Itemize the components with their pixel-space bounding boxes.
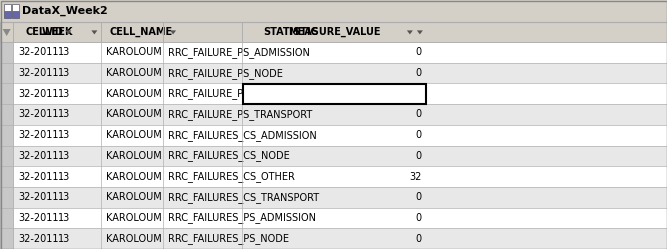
Bar: [0, 83, 667, 104]
Text: RRC_FAILURES_PS_ADMISSION: RRC_FAILURES_PS_ADMISSION: [168, 212, 316, 223]
Bar: [0, 125, 13, 145]
Text: KAROLOUM: KAROLOUM: [106, 110, 162, 120]
Bar: [0, 145, 667, 166]
Text: 13: 13: [58, 110, 71, 120]
Text: KAROLOUM: KAROLOUM: [106, 130, 162, 140]
Text: 32-2011: 32-2011: [18, 151, 59, 161]
Bar: [243, 84, 426, 104]
Bar: [4, 3, 11, 10]
Text: KAROLOUM: KAROLOUM: [106, 172, 162, 182]
Text: 0: 0: [416, 47, 422, 57]
Text: RRC_FAILURES_CS_ADMISSION: RRC_FAILURES_CS_ADMISSION: [168, 130, 317, 141]
Bar: [0, 83, 13, 104]
Bar: [0, 42, 13, 63]
Text: 32-2011: 32-2011: [18, 89, 59, 99]
Text: RRC_FAILURE_PS_NODE: RRC_FAILURE_PS_NODE: [168, 67, 283, 78]
Bar: [0, 104, 667, 125]
Text: RRC_FAILURE_PS_ADMISSION: RRC_FAILURE_PS_ADMISSION: [168, 47, 310, 58]
Text: RRC_FAILURE_PS_OTHER: RRC_FAILURE_PS_OTHER: [168, 88, 288, 99]
Text: 0: 0: [416, 130, 422, 140]
Bar: [0, 22, 667, 42]
Text: 32-2011: 32-2011: [18, 192, 59, 202]
Text: 13: 13: [58, 47, 71, 57]
Bar: [0, 187, 13, 208]
Text: WEEK: WEEK: [41, 27, 73, 37]
Text: 13: 13: [58, 192, 71, 202]
Text: RRC_FAILURES_CS_NODE: RRC_FAILURES_CS_NODE: [168, 150, 290, 161]
Text: KAROLOUM: KAROLOUM: [106, 151, 162, 161]
Polygon shape: [3, 29, 11, 36]
Text: 32-2011: 32-2011: [18, 110, 59, 120]
Text: 0: 0: [416, 234, 422, 244]
Polygon shape: [91, 30, 97, 34]
Bar: [0, 63, 667, 83]
Text: 0: 0: [416, 213, 422, 223]
Bar: [0, 22, 13, 42]
Polygon shape: [407, 30, 413, 34]
Text: 32-2011: 32-2011: [18, 213, 59, 223]
Text: 32-2011: 32-2011: [18, 47, 59, 57]
Polygon shape: [417, 30, 423, 34]
Text: KAROLOUM: KAROLOUM: [106, 68, 162, 78]
Bar: [11, 11, 19, 18]
Text: CELL_NAME: CELL_NAME: [109, 27, 172, 37]
Bar: [0, 125, 667, 145]
Text: 0: 0: [416, 192, 422, 202]
Bar: [0, 228, 667, 249]
Text: -4,66444561314562E-02: -4,66444561314562E-02: [301, 89, 422, 99]
Bar: [0, 104, 13, 125]
Text: 0: 0: [416, 110, 422, 120]
Text: 13: 13: [58, 130, 71, 140]
Text: 32-2011: 32-2011: [18, 234, 59, 244]
Text: 32: 32: [410, 172, 422, 182]
Text: 13: 13: [58, 68, 71, 78]
Text: RRC_FAILURES_CS_OTHER: RRC_FAILURES_CS_OTHER: [168, 171, 295, 182]
Text: DataX_Week2: DataX_Week2: [22, 6, 108, 16]
Text: RRC_FAILURE_PS_TRANSPORT: RRC_FAILURE_PS_TRANSPORT: [168, 109, 313, 120]
Text: KAROLOUM: KAROLOUM: [106, 47, 162, 57]
Text: KAROLOUM: KAROLOUM: [106, 213, 162, 223]
Bar: [11, 3, 19, 10]
Bar: [0, 187, 667, 208]
Text: 13: 13: [58, 234, 71, 244]
Text: 0: 0: [416, 68, 422, 78]
Text: RRC_FAILURES_CS_TRANSPORT: RRC_FAILURES_CS_TRANSPORT: [168, 192, 319, 203]
Bar: [0, 63, 13, 83]
Bar: [0, 208, 13, 228]
Bar: [4, 11, 11, 18]
Text: MEASURE_VALUE: MEASURE_VALUE: [288, 27, 381, 37]
Polygon shape: [170, 30, 176, 34]
Bar: [0, 42, 667, 63]
Text: 13: 13: [58, 151, 71, 161]
Text: 0: 0: [416, 151, 422, 161]
Bar: [0, 166, 667, 187]
Text: KAROLOUM: KAROLOUM: [106, 234, 162, 244]
Text: 32-2011: 32-2011: [18, 172, 59, 182]
Text: 32-2011: 32-2011: [18, 68, 59, 78]
Text: 13: 13: [58, 89, 71, 99]
Bar: [0, 145, 13, 166]
Text: 32-2011: 32-2011: [18, 130, 59, 140]
Text: STATISTIC: STATISTIC: [263, 27, 317, 37]
Polygon shape: [65, 30, 71, 34]
Text: CELLID: CELLID: [25, 27, 63, 37]
Text: 13: 13: [58, 213, 71, 223]
Text: RRC_FAILURES_PS_NODE: RRC_FAILURES_PS_NODE: [168, 233, 289, 244]
Bar: [0, 228, 13, 249]
Text: KAROLOUM: KAROLOUM: [106, 89, 162, 99]
Text: KAROLOUM: KAROLOUM: [106, 192, 162, 202]
Bar: [0, 166, 13, 187]
Bar: [0, 0, 667, 22]
Text: 13: 13: [58, 172, 71, 182]
Bar: [0, 208, 667, 228]
